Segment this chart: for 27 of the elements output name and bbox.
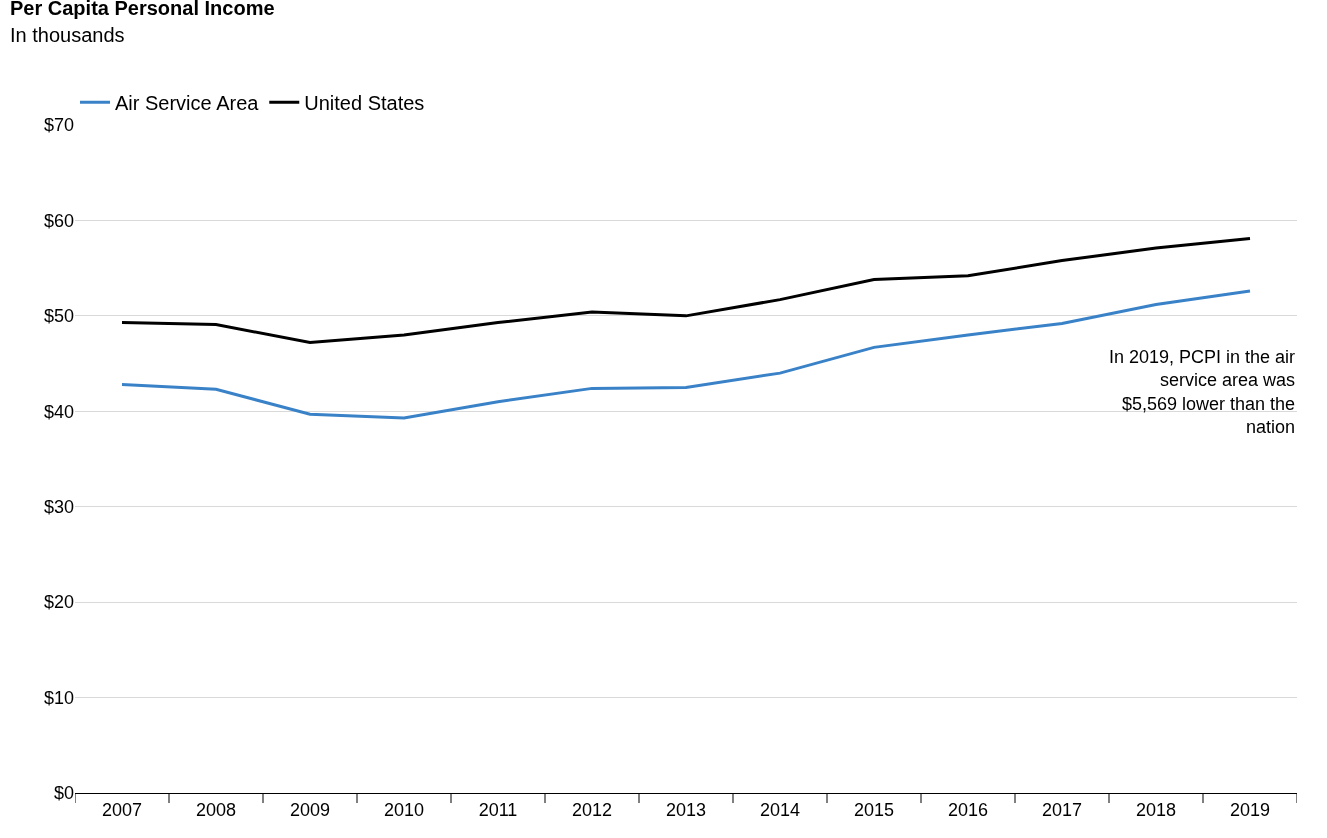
x-tick-label: 2008 [195, 799, 237, 820]
y-tick-label: $70 [43, 115, 74, 136]
x-tick-label: 2014 [759, 799, 801, 820]
y-tick-label: $30 [43, 497, 74, 518]
x-tick-label: 2007 [101, 799, 143, 820]
x-tick-label: 2013 [665, 799, 707, 820]
y-tick-label: $0 [53, 783, 74, 804]
x-tick-label: 2009 [289, 799, 331, 820]
y-tick-label: $10 [43, 687, 74, 708]
y-tick-label: $50 [43, 306, 74, 327]
annotation: In 2019, PCPI in the air service area was $5,569 lower than the nation [1109, 347, 1296, 438]
x-tick-label: 2010 [383, 799, 425, 820]
x-tick-label: 2015 [853, 799, 895, 820]
y-tick-label: $40 [43, 401, 74, 422]
y-tick-label: $20 [43, 592, 74, 613]
x-tick-label: 2019 [1229, 799, 1271, 820]
chart-title: Per Capita Personal Income [10, 0, 275, 19]
chart-subtitle: In thousands [10, 24, 125, 46]
x-tick-label: 2017 [1041, 799, 1083, 820]
x-tick-label: 2018 [1135, 799, 1177, 820]
legend-label: Air Service Area [115, 91, 260, 114]
x-tick-label: 2016 [947, 799, 989, 820]
legend-label: United States [304, 91, 425, 114]
x-tick-label: 2012 [571, 799, 613, 820]
x-tick-label: 2011 [478, 799, 518, 820]
y-tick-label: $60 [43, 210, 74, 231]
line-series [120, 237, 1252, 345]
